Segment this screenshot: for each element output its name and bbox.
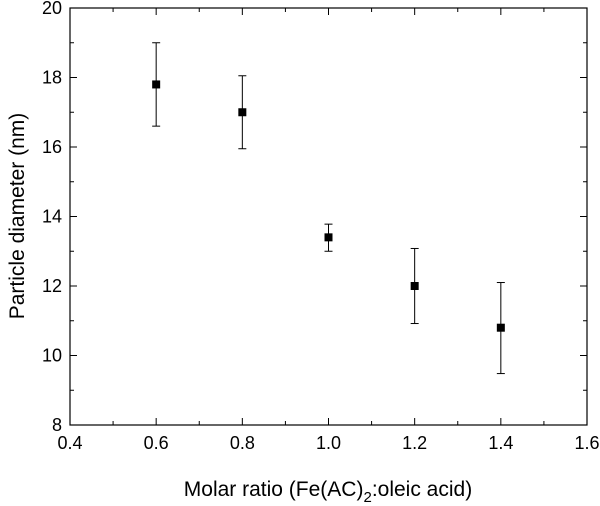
y-tick-label: 20 (42, 0, 62, 18)
x-tick-label: 1.4 (488, 433, 513, 453)
x-axis-ticks (69, 8, 588, 425)
x-tick-label: 0.4 (57, 433, 82, 453)
x-axis-title: Molar ratio (Fe(AC)2:oleic acid) (184, 478, 472, 506)
x-tick-label: 0.8 (230, 433, 255, 453)
data-points (152, 80, 505, 332)
y-axis-ticks (70, 7, 587, 426)
plot-frame (69, 7, 588, 426)
x-tick-label: 1.6 (574, 433, 599, 453)
y-tick-label: 10 (42, 346, 62, 366)
data-point (496, 323, 505, 332)
x-tick-label: 1.2 (402, 433, 427, 453)
data-point (152, 80, 161, 89)
y-tick-label: 16 (42, 137, 62, 157)
x-tick-label: 0.6 (144, 433, 169, 453)
data-point (410, 282, 419, 290)
y-axis-tick-labels: 8 10 12 14 16 18 20 (42, 0, 62, 435)
x-axis-title-suffix: :oleic acid) (372, 478, 472, 501)
x-axis-tick-labels: 0.4 0.6 0.8 1.0 1.2 1.4 1.6 (57, 433, 599, 453)
data-point (238, 108, 247, 117)
y-tick-label: 18 (42, 68, 62, 88)
y-axis-title: Particle diameter (nm) (6, 113, 29, 320)
error-bars (152, 42, 505, 375)
data-point (324, 233, 333, 242)
x-axis-title-subscript: 2 (363, 489, 371, 506)
y-tick-label: 12 (42, 276, 62, 296)
y-tick-label: 14 (42, 207, 62, 227)
y-tick-label: 8 (52, 415, 62, 435)
x-tick-label: 1.0 (316, 433, 341, 453)
